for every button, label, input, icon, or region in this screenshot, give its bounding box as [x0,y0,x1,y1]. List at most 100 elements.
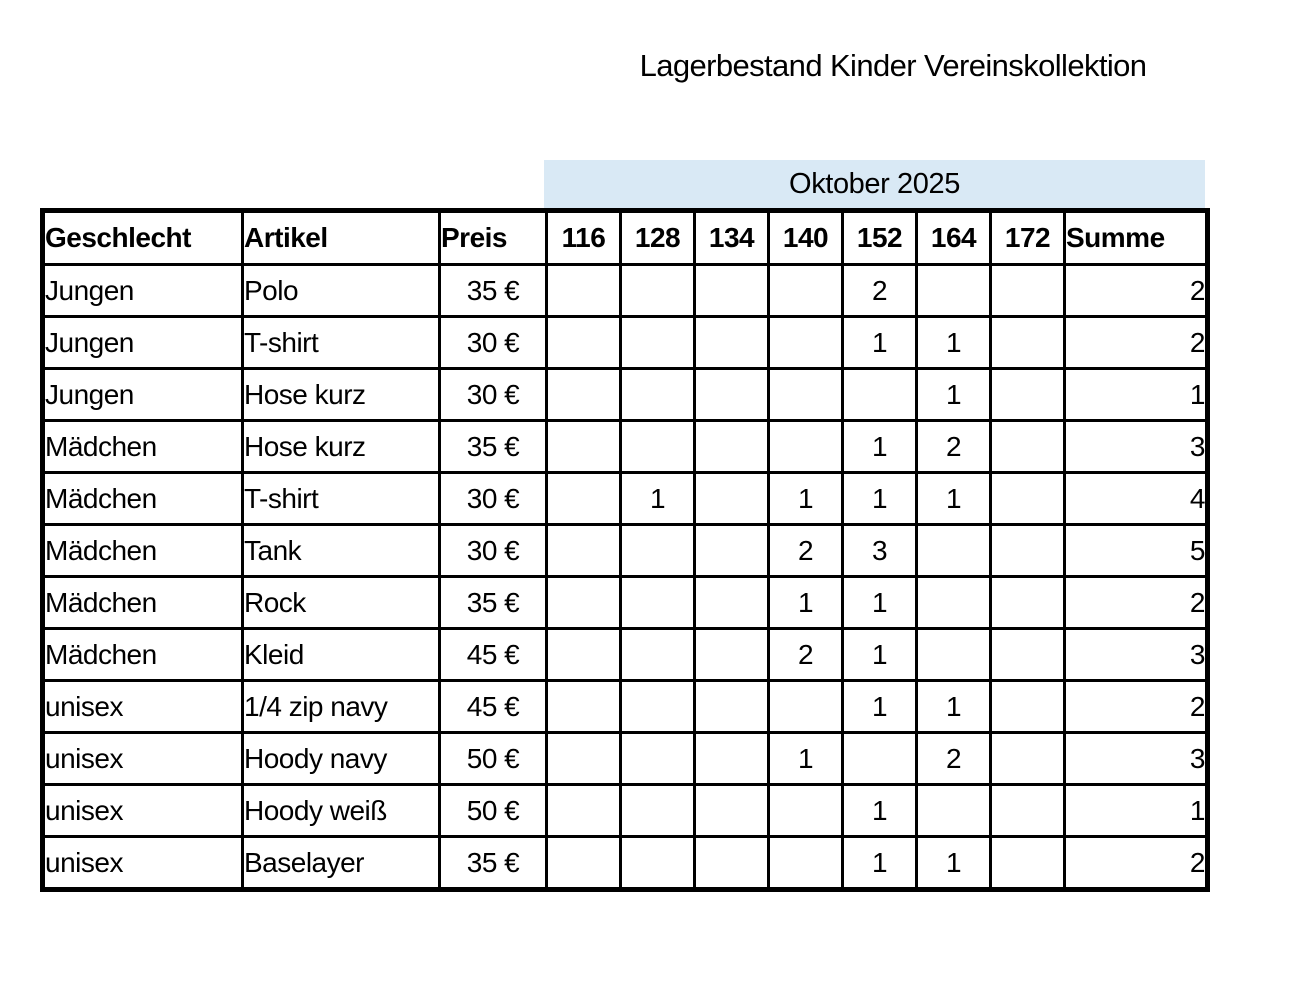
size-134-cell [693,263,770,318]
column-header-size-128: 128 [619,209,696,266]
geschlecht-cell: Jungen [41,367,244,422]
size-140-cell [767,263,844,318]
size-128-cell [619,783,696,838]
size-116-cell [545,419,622,474]
size-152-cell: 1 [841,835,918,891]
size-134-cell [693,315,770,370]
size-128-cell [619,523,696,578]
geschlecht-cell: Mädchen [41,523,244,578]
geschlecht-cell: Jungen [41,315,244,370]
size-152-cell: 1 [841,471,918,526]
size-116-cell [545,471,622,526]
artikel-cell: T-shirt [241,315,441,370]
table-row: unisex Hoody weiß 50 € 1 1 [41,783,1209,838]
size-164-cell [915,627,992,682]
size-152-cell [841,367,918,422]
summe-cell: 3 [1063,627,1209,682]
preis-cell: 35 € [438,575,548,630]
summe-cell: 2 [1063,679,1209,734]
table-row: unisex Baselayer 35 € 1 1 2 [41,835,1209,891]
size-128-cell [619,679,696,734]
column-header-size-116: 116 [545,209,622,266]
inventory-table-body: Jungen Polo 35 €2 2 Jungen T-shirt 30 €1 1 2 Jung… [41,263,1209,891]
table-row: unisex 1/4 zip navy 45 € 1 1 2 [41,679,1209,734]
size-164-cell [915,263,992,318]
preis-cell: 35 € [438,419,548,474]
geschlecht-cell: Mädchen [41,471,244,526]
summe-cell: 2 [1063,835,1209,891]
size-116-cell [545,315,622,370]
table-row: Jungen T-shirt 30 € 1 1 2 [41,315,1209,370]
size-152-cell: 1 [841,315,918,370]
artikel-cell: Kleid [241,627,441,682]
geschlecht-cell: unisex [41,679,244,734]
table-row: Jungen Polo 35 € 2 2 [41,263,1209,318]
artikel-cell: Hose kurz [241,419,441,474]
size-140-cell: 1 [767,731,844,786]
summe-cell: 3 [1063,731,1209,786]
size-152-cell: 2 [841,263,918,318]
size-164-cell: 1 [915,679,992,734]
preis-cell: 30 € [438,315,548,370]
size-128-cell [619,419,696,474]
size-140-cell: 2 [767,523,844,578]
summe-cell: 4 [1063,471,1209,526]
table-row: Mädchen Tank 30 € 2 3 5 [41,523,1209,578]
size-134-cell [693,835,770,891]
size-116-cell [545,367,622,422]
artikel-cell: Tank [241,523,441,578]
artikel-cell: Hose kurz [241,367,441,422]
preis-cell: 45 € [438,627,548,682]
artikel-cell: Rock [241,575,441,630]
size-172-cell [989,315,1066,370]
size-172-cell [989,367,1066,422]
size-164-cell: 1 [915,835,992,891]
size-164-cell [915,575,992,630]
size-116-cell [545,679,622,734]
size-128-cell [619,575,696,630]
size-172-cell [989,627,1066,682]
size-116-cell [545,731,622,786]
size-172-cell [989,783,1066,838]
size-140-cell [767,679,844,734]
column-header-preis: Preis [438,209,548,266]
size-164-cell: 1 [915,367,992,422]
size-116-cell [545,835,622,891]
size-134-cell [693,783,770,838]
summe-cell: 2 [1063,263,1209,318]
size-134-cell [693,471,770,526]
geschlecht-cell: unisex [41,783,244,838]
size-152-cell [841,731,918,786]
size-140-cell: 1 [767,471,844,526]
month-header-label: Oktober 2025 [789,167,960,200]
size-116-cell [545,627,622,682]
summe-cell: 2 [1063,315,1209,370]
size-116-cell [545,783,622,838]
size-134-cell [693,731,770,786]
size-116-cell [545,575,622,630]
size-164-cell [915,523,992,578]
size-128-cell [619,835,696,891]
size-134-cell [693,523,770,578]
size-134-cell [693,679,770,734]
summe-cell: 1 [1063,783,1209,838]
table-row: Mädchen Kleid 45 € 2 1 3 [41,627,1209,682]
artikel-cell: Hoody navy [241,731,441,786]
summe-cell: 2 [1063,575,1209,630]
summe-cell: 5 [1063,523,1209,578]
preis-cell: 30 € [438,523,548,578]
size-172-cell [989,523,1066,578]
size-128-cell: 1 [619,471,696,526]
size-172-cell [989,419,1066,474]
preis-cell: 50 € [438,783,548,838]
column-header-size-164: 164 [915,209,992,266]
geschlecht-cell: Mädchen [41,419,244,474]
geschlecht-cell: Mädchen [41,575,244,630]
size-172-cell [989,471,1066,526]
size-140-cell [767,315,844,370]
preis-cell: 35 € [438,263,548,318]
column-header-summe: Summe [1063,209,1209,266]
table-row: Mädchen Hose kurz 35 € 1 2 3 [41,419,1209,474]
artikel-cell: T-shirt [241,471,441,526]
size-172-cell [989,835,1066,891]
